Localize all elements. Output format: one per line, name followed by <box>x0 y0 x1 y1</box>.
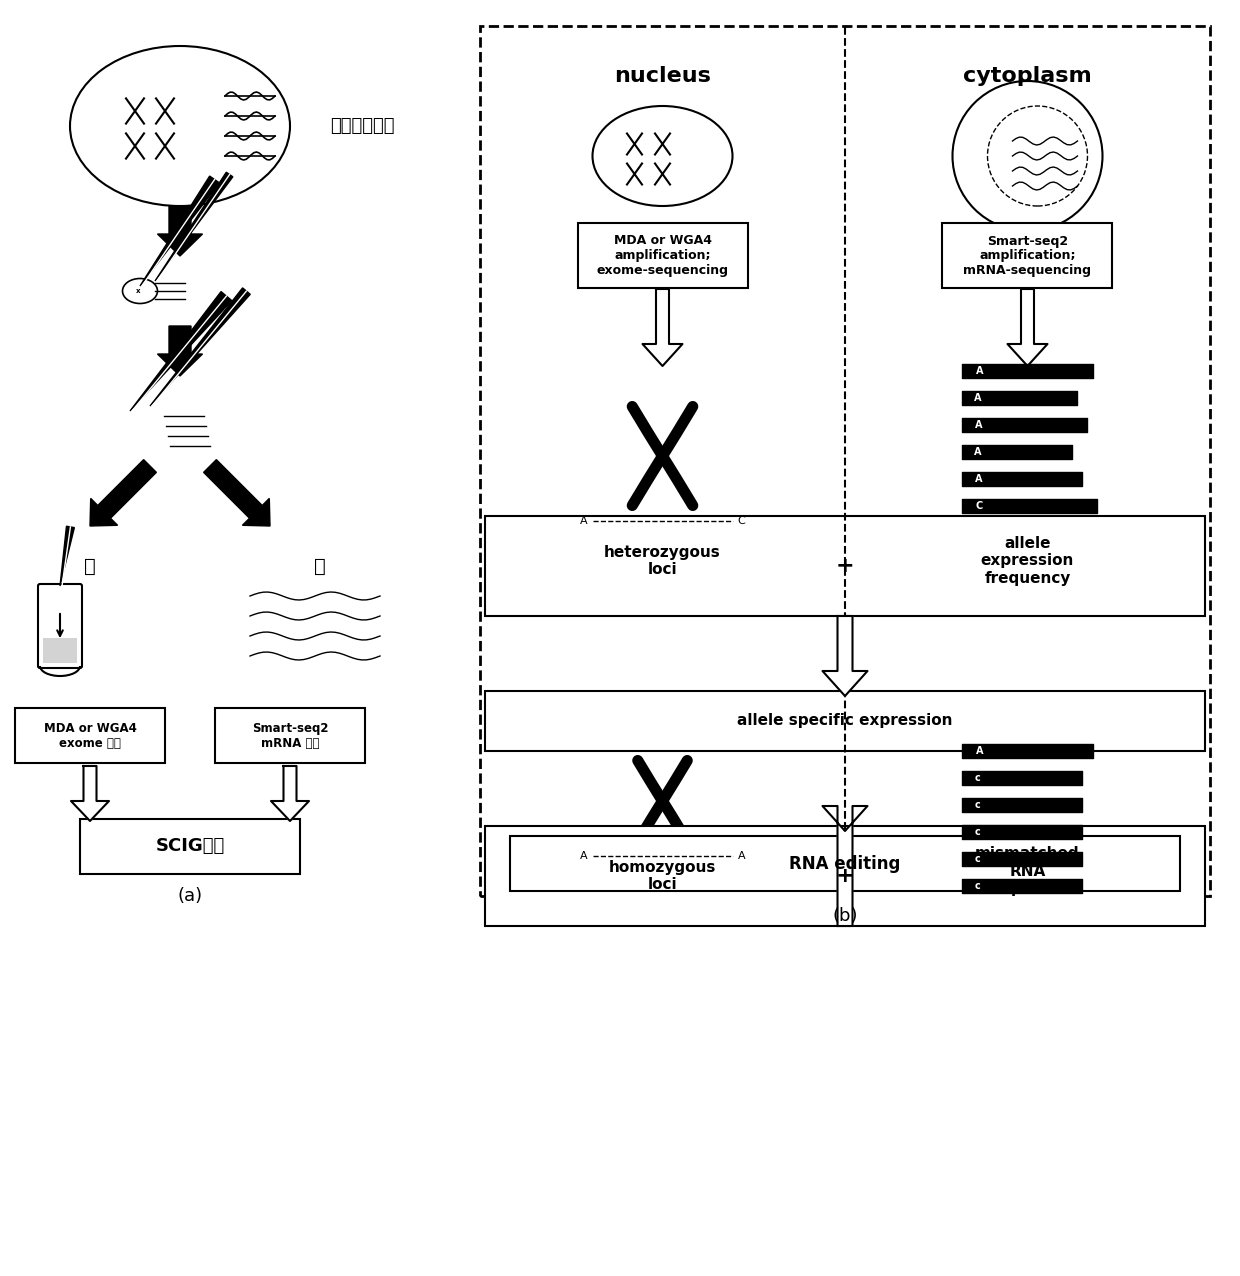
FancyBboxPatch shape <box>43 638 77 664</box>
Polygon shape <box>1007 288 1048 366</box>
Text: 单个卵母细胞: 单个卵母细胞 <box>330 117 394 135</box>
Text: MDA or WGA4
exome 测序: MDA or WGA4 exome 测序 <box>43 722 136 750</box>
Text: C: C <box>738 516 745 526</box>
Polygon shape <box>822 616 868 695</box>
Text: A: A <box>975 420 982 430</box>
Text: A: A <box>976 366 983 376</box>
Text: (b): (b) <box>832 907 858 925</box>
Text: Smart-seq2
amplification;
mRNA-sequencing: Smart-seq2 amplification; mRNA-sequencin… <box>963 235 1091 277</box>
Text: c: c <box>975 800 981 810</box>
Polygon shape <box>150 288 250 406</box>
FancyBboxPatch shape <box>215 708 365 763</box>
Polygon shape <box>157 325 202 376</box>
Polygon shape <box>157 205 202 256</box>
Text: SCIG分析: SCIG分析 <box>155 837 224 855</box>
Text: C: C <box>976 501 983 510</box>
Text: nucleus: nucleus <box>614 66 711 85</box>
FancyBboxPatch shape <box>578 223 748 288</box>
Text: 质: 质 <box>314 556 326 575</box>
Polygon shape <box>272 766 309 820</box>
Text: heterozygous
loci: heterozygous loci <box>604 545 720 577</box>
FancyBboxPatch shape <box>81 818 300 874</box>
FancyBboxPatch shape <box>38 584 82 669</box>
FancyBboxPatch shape <box>485 826 1205 926</box>
Text: c: c <box>975 773 981 783</box>
Text: cytoplasm: cytoplasm <box>963 66 1092 85</box>
FancyBboxPatch shape <box>510 836 1180 891</box>
FancyBboxPatch shape <box>942 223 1112 288</box>
Text: (a): (a) <box>177 887 202 905</box>
Text: c: c <box>975 880 981 891</box>
Polygon shape <box>155 172 233 281</box>
Text: c: c <box>975 827 981 837</box>
FancyBboxPatch shape <box>485 516 1205 616</box>
Text: allele
expression
frequency: allele expression frequency <box>981 536 1074 586</box>
FancyBboxPatch shape <box>15 708 165 763</box>
Polygon shape <box>71 766 109 820</box>
Text: c: c <box>975 854 981 864</box>
Polygon shape <box>140 176 219 286</box>
Polygon shape <box>822 806 868 926</box>
Text: +: + <box>836 866 854 886</box>
FancyBboxPatch shape <box>485 692 1205 752</box>
Text: allele specific expression: allele specific expression <box>738 713 952 729</box>
Text: A: A <box>973 393 982 403</box>
Text: A: A <box>580 516 588 526</box>
Text: x: x <box>135 288 140 293</box>
Text: RNA editing: RNA editing <box>790 855 900 873</box>
Text: A: A <box>580 851 588 861</box>
Polygon shape <box>642 288 682 366</box>
Text: A: A <box>976 746 983 755</box>
Text: mismatched
RNA
sequence: mismatched RNA sequence <box>975 846 1080 896</box>
FancyBboxPatch shape <box>480 26 1210 896</box>
Text: +: + <box>836 556 854 575</box>
Polygon shape <box>91 459 156 526</box>
Polygon shape <box>60 526 74 586</box>
Text: Smart-seq2
mRNA 测序: Smart-seq2 mRNA 测序 <box>252 722 329 750</box>
Polygon shape <box>203 459 270 526</box>
Text: homozygous
loci: homozygous loci <box>609 860 717 892</box>
Text: 核: 核 <box>84 556 95 575</box>
Text: A: A <box>975 473 982 484</box>
Polygon shape <box>130 292 232 411</box>
Text: MDA or WGA4
amplification;
exome-sequencing: MDA or WGA4 amplification; exome-sequenc… <box>596 235 729 277</box>
Text: A: A <box>973 447 981 457</box>
Text: A: A <box>738 851 745 861</box>
